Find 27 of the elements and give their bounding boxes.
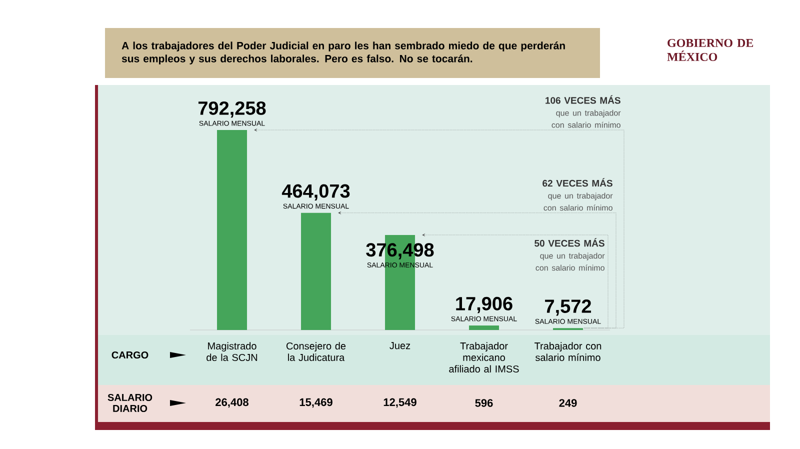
bar (217, 130, 248, 330)
x-tick-label: Juez (390, 342, 410, 350)
text: CARGO (112, 351, 148, 359)
text: 249 (559, 399, 577, 407)
text: SALARIO DIARIO (108, 394, 152, 412)
text: 26,408 (216, 398, 248, 408)
x-tick-label: Magistrado de la SCJN (206, 342, 258, 362)
bar (469, 325, 500, 330)
annotation: 62 VECES MÁS (542, 178, 612, 187)
text: 15,469 (300, 398, 332, 408)
data-label: 792,258 (198, 101, 266, 118)
text: 596 (475, 399, 493, 407)
annotation: 50 VECES MÁS (534, 238, 604, 247)
x-tick-label: Consejero de la Judicatura (286, 342, 346, 362)
x-tick-label: Trabajador con salario mínimo (534, 342, 602, 362)
text: 12,549 (384, 398, 416, 408)
text: 106 VECES MÁS (546, 95, 620, 104)
x-tick-label: Trabajador mexicano afiliado al IMSS (449, 342, 519, 373)
annotation: que un trabajador con salario mínimo (544, 192, 613, 211)
bar (301, 212, 332, 330)
text: GOBIERNO DE MÉXICO (667, 38, 754, 62)
text: que un trabajador con salario mínimo (552, 110, 621, 128)
data-label: 464,073 (282, 184, 350, 201)
annotation: que un trabajador con salario mínimo (536, 252, 605, 271)
chart-title: A los trabajadores del Poder Judicial en paro les han sembrado miedo de que perderán sus empleos y sus derechos laborales. Pero es falso. No se tocarán. (122, 42, 565, 64)
data-label: 7,572 (545, 300, 592, 316)
data-label: 17,906 (456, 296, 512, 314)
